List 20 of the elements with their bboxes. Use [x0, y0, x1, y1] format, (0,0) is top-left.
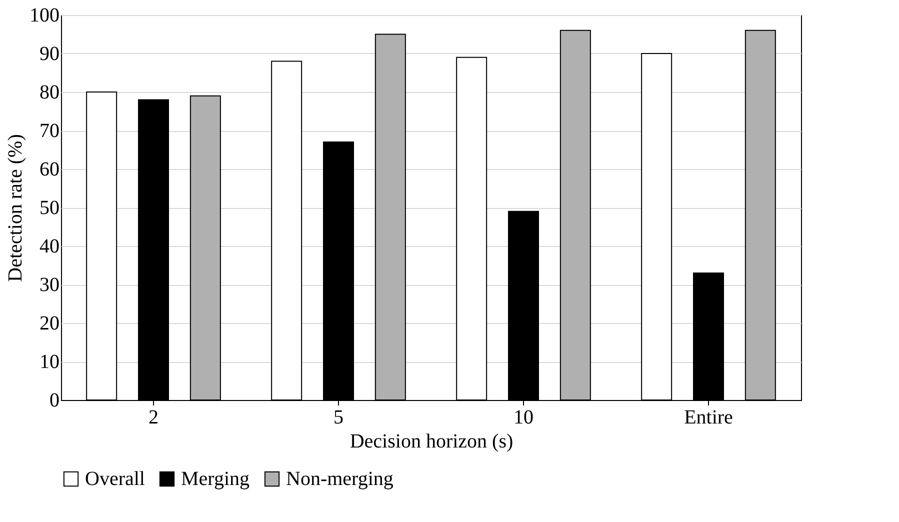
- y-tick-label: 30: [40, 274, 60, 296]
- y-tick-label: 10: [40, 351, 60, 373]
- x-tick-label: Entire: [684, 406, 734, 428]
- x-tick-label: 2: [148, 406, 158, 428]
- legend-label: Non-merging: [286, 468, 394, 490]
- x-tick-label: 10: [514, 406, 534, 428]
- y-tick-label: 100: [30, 4, 60, 26]
- y-tick-label: 20: [40, 312, 60, 334]
- y-tick-label: 40: [40, 236, 60, 258]
- x-tick-label: 5: [334, 406, 344, 428]
- y-tick-label: 70: [40, 120, 60, 142]
- y-tick-label: 0: [50, 390, 60, 412]
- legend-label: Overall: [85, 468, 146, 490]
- y-tick-label: 90: [40, 43, 60, 65]
- y-tick-label: 50: [40, 197, 60, 219]
- y-tick-label: 80: [40, 82, 60, 104]
- y-axis-title: Detection rate (%): [4, 134, 26, 282]
- legend-label: Merging: [181, 468, 250, 490]
- y-tick-label: 60: [40, 158, 60, 180]
- x-axis-title: Decision horizon (s): [350, 430, 514, 452]
